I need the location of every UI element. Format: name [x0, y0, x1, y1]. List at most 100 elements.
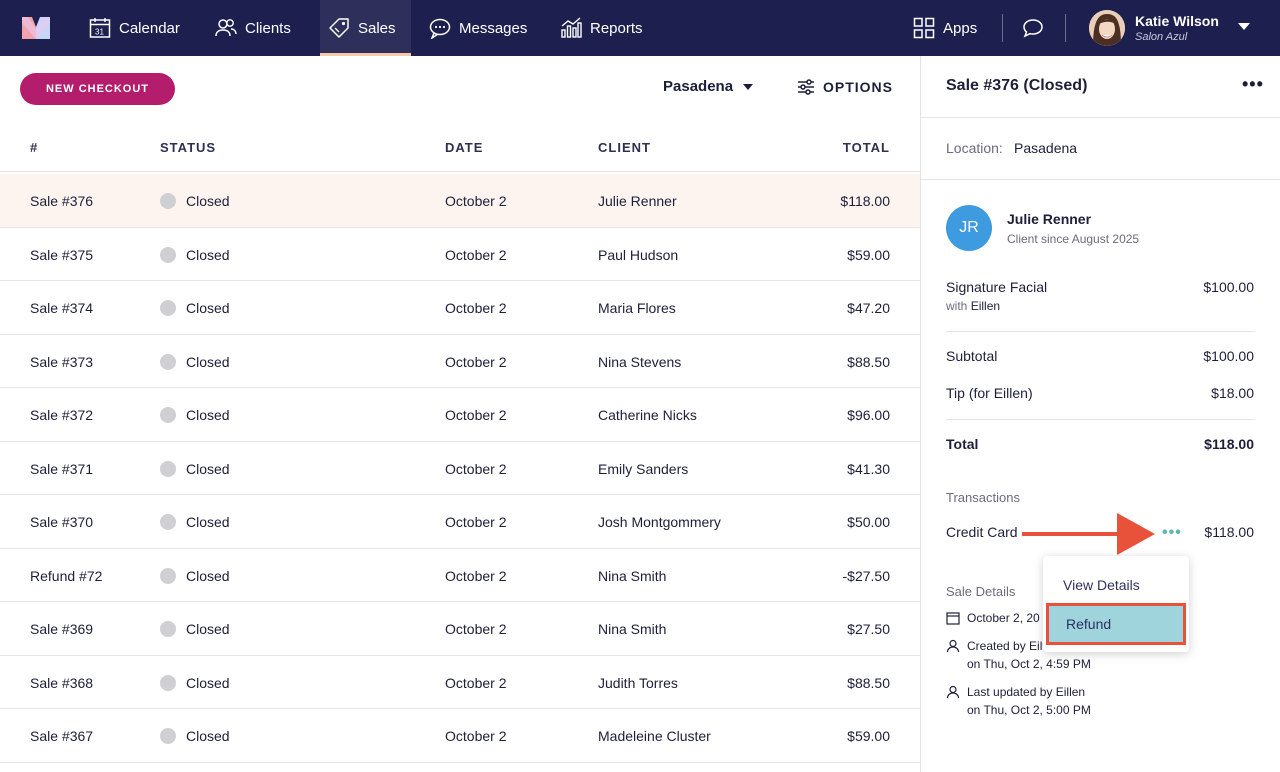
- status-text: Closed: [186, 193, 230, 209]
- table-row[interactable]: Sale #368 Closed October 2 Judith Torres $88…: [0, 656, 920, 709]
- sale-date: October 2: [445, 193, 507, 209]
- status-dot-icon: [160, 728, 176, 744]
- sale-number: Sale #368: [30, 674, 94, 691]
- table-row[interactable]: Sale #367 Closed October 2 Madeleine Cluste…: [0, 709, 920, 763]
- avatar[interactable]: [1089, 10, 1125, 46]
- client-name: Emily Sanders: [598, 460, 689, 477]
- sale-number: Sale #369: [30, 621, 94, 637]
- client-name: Maria Flores: [598, 300, 676, 316]
- menu-item-refund[interactable]: Refund: [1046, 603, 1186, 645]
- table-row[interactable]: Sale #369 Closed October 2 Nina Smith $27.50: [0, 602, 920, 656]
- panel-title: Sale #376 (Closed): [946, 77, 1088, 94]
- status-dot-icon: [160, 407, 176, 423]
- sale-total: $47.20: [847, 300, 890, 316]
- calendar-icon: [946, 612, 960, 625]
- sale-number: Sale #376: [30, 193, 94, 209]
- status-text: Closed: [186, 460, 230, 477]
- status-dot-icon: [160, 300, 176, 316]
- sale-number: Sale #374: [30, 300, 94, 316]
- status-dot-icon: [160, 246, 176, 263]
- user-name[interactable]: Katie Wilson: [1135, 13, 1219, 29]
- sale-date: October 2: [445, 514, 507, 530]
- sale-date: October 2: [445, 353, 507, 370]
- nav-sales[interactable]: Sales: [320, 0, 411, 56]
- person-icon: [946, 685, 960, 699]
- status-text: Closed: [186, 353, 230, 370]
- service-name: Signature Facial: [946, 279, 1048, 295]
- table-row[interactable]: Refund #72 Closed October 2 Nina Smith -$27.…: [0, 549, 920, 602]
- sliders-icon: [798, 79, 814, 95]
- chat-bubble-icon: [429, 18, 451, 39]
- column-header-client[interactable]: CLIENT: [598, 140, 651, 155]
- new-checkout-button[interactable]: NEW CHECKOUT: [20, 73, 175, 105]
- service-price: $100.00: [1203, 279, 1254, 295]
- client-avatar[interactable]: JR: [946, 205, 992, 251]
- divider: [921, 117, 1280, 118]
- chat-button[interactable]: [1022, 0, 1044, 56]
- sale-number: Sale #375: [30, 246, 94, 263]
- sale-date: October 2, 20: [967, 611, 1040, 625]
- client-since: Client since August 2025: [1007, 232, 1140, 246]
- sale-total: $88.50: [847, 353, 890, 370]
- column-header-total[interactable]: TOTAL: [842, 140, 890, 155]
- sale-date: October 2: [445, 674, 507, 691]
- user-salon: Salon Azul: [1135, 31, 1188, 43]
- annotation-arrow-head: [1117, 513, 1155, 555]
- table-row[interactable]: Sale #374 Closed October 2 Maria Flores $47.…: [0, 281, 920, 335]
- updated-at-line: on Thu, Oct 2, 5:00 PM: [967, 703, 1091, 717]
- nav-reports[interactable]: Reports: [560, 0, 643, 56]
- table-row[interactable]: Sale #376 Closed October 2 Julie Renner $118…: [0, 174, 920, 228]
- chevron-down-icon[interactable]: [1238, 23, 1250, 30]
- transaction-amount: $118.00: [1204, 524, 1254, 540]
- transaction-method: Credit Card: [946, 524, 1018, 540]
- bar-chart-icon: [561, 17, 582, 38]
- sale-number: Refund #72: [30, 567, 103, 584]
- table-row[interactable]: Sale #375 Closed October 2 Paul Hudson $59.0…: [0, 228, 920, 281]
- options-button[interactable]: OPTIONS: [797, 78, 893, 96]
- sale-details-label: Sale Details: [946, 584, 1016, 599]
- sale-total: $41.30: [847, 460, 890, 477]
- sale-total: $59.00: [847, 246, 890, 263]
- location-dropdown[interactable]: Pasadena: [663, 78, 754, 95]
- status-dot-icon: [160, 460, 176, 477]
- column-header-status[interactable]: STATUS: [160, 140, 217, 155]
- table-row[interactable]: Sale #373 Closed October 2 Nina Stevens $88.…: [0, 335, 920, 388]
- created-by-line: Created by Eil: [967, 639, 1043, 653]
- sale-number: Sale #370: [30, 514, 94, 530]
- status-dot-icon: [160, 567, 176, 584]
- nav-apps[interactable]: Apps: [913, 0, 977, 56]
- sale-number: Sale #371: [30, 460, 94, 477]
- nav-calendar[interactable]: 31 Calendar: [89, 0, 180, 56]
- sale-date: October 2: [445, 246, 507, 263]
- client-name[interactable]: Julie Renner: [1007, 211, 1092, 227]
- nav-messages-label: Messages: [459, 19, 528, 37]
- divider: [946, 331, 1255, 332]
- service-staff: with Eillen: [946, 299, 1000, 313]
- status-dot-icon: [160, 193, 176, 209]
- client-name: Paul Hudson: [598, 246, 679, 263]
- more-options-icon[interactable]: •••: [1242, 74, 1264, 94]
- subtotal-value: $100.00: [1203, 348, 1254, 364]
- nav-messages[interactable]: Messages: [429, 0, 527, 56]
- client-name: Madeleine Cluster: [598, 728, 711, 744]
- nav-clients[interactable]: Clients: [215, 0, 291, 56]
- sale-total: $96.00: [847, 407, 890, 423]
- table-row[interactable]: Sale #371 Closed October 2 Emily Sanders $41…: [0, 442, 920, 495]
- top-nav: 31 Calendar Clients Sales Messages Repor…: [0, 0, 1280, 56]
- transaction-more-icon[interactable]: •••: [1162, 524, 1182, 541]
- table-row[interactable]: Sale #370 Closed October 2 Josh Montgommery…: [0, 495, 920, 549]
- speech-bubble-icon: [1023, 19, 1043, 38]
- status-dot-icon: [160, 674, 176, 691]
- tip-label: Tip (for Eillen): [946, 385, 1033, 401]
- nav-clients-label: Clients: [245, 19, 291, 37]
- status-text: Closed: [186, 567, 230, 584]
- menu-item-view-details[interactable]: View Details: [1063, 577, 1140, 593]
- status-text: Closed: [186, 674, 230, 691]
- status-text: Closed: [186, 407, 230, 423]
- column-header-number[interactable]: #: [30, 140, 39, 155]
- divider: [946, 419, 1255, 420]
- sale-total: $59.00: [847, 728, 890, 744]
- app-logo[interactable]: [22, 17, 50, 39]
- table-row[interactable]: Sale #372 Closed October 2 Catherine Nicks $…: [0, 388, 920, 442]
- column-header-date[interactable]: DATE: [445, 140, 484, 155]
